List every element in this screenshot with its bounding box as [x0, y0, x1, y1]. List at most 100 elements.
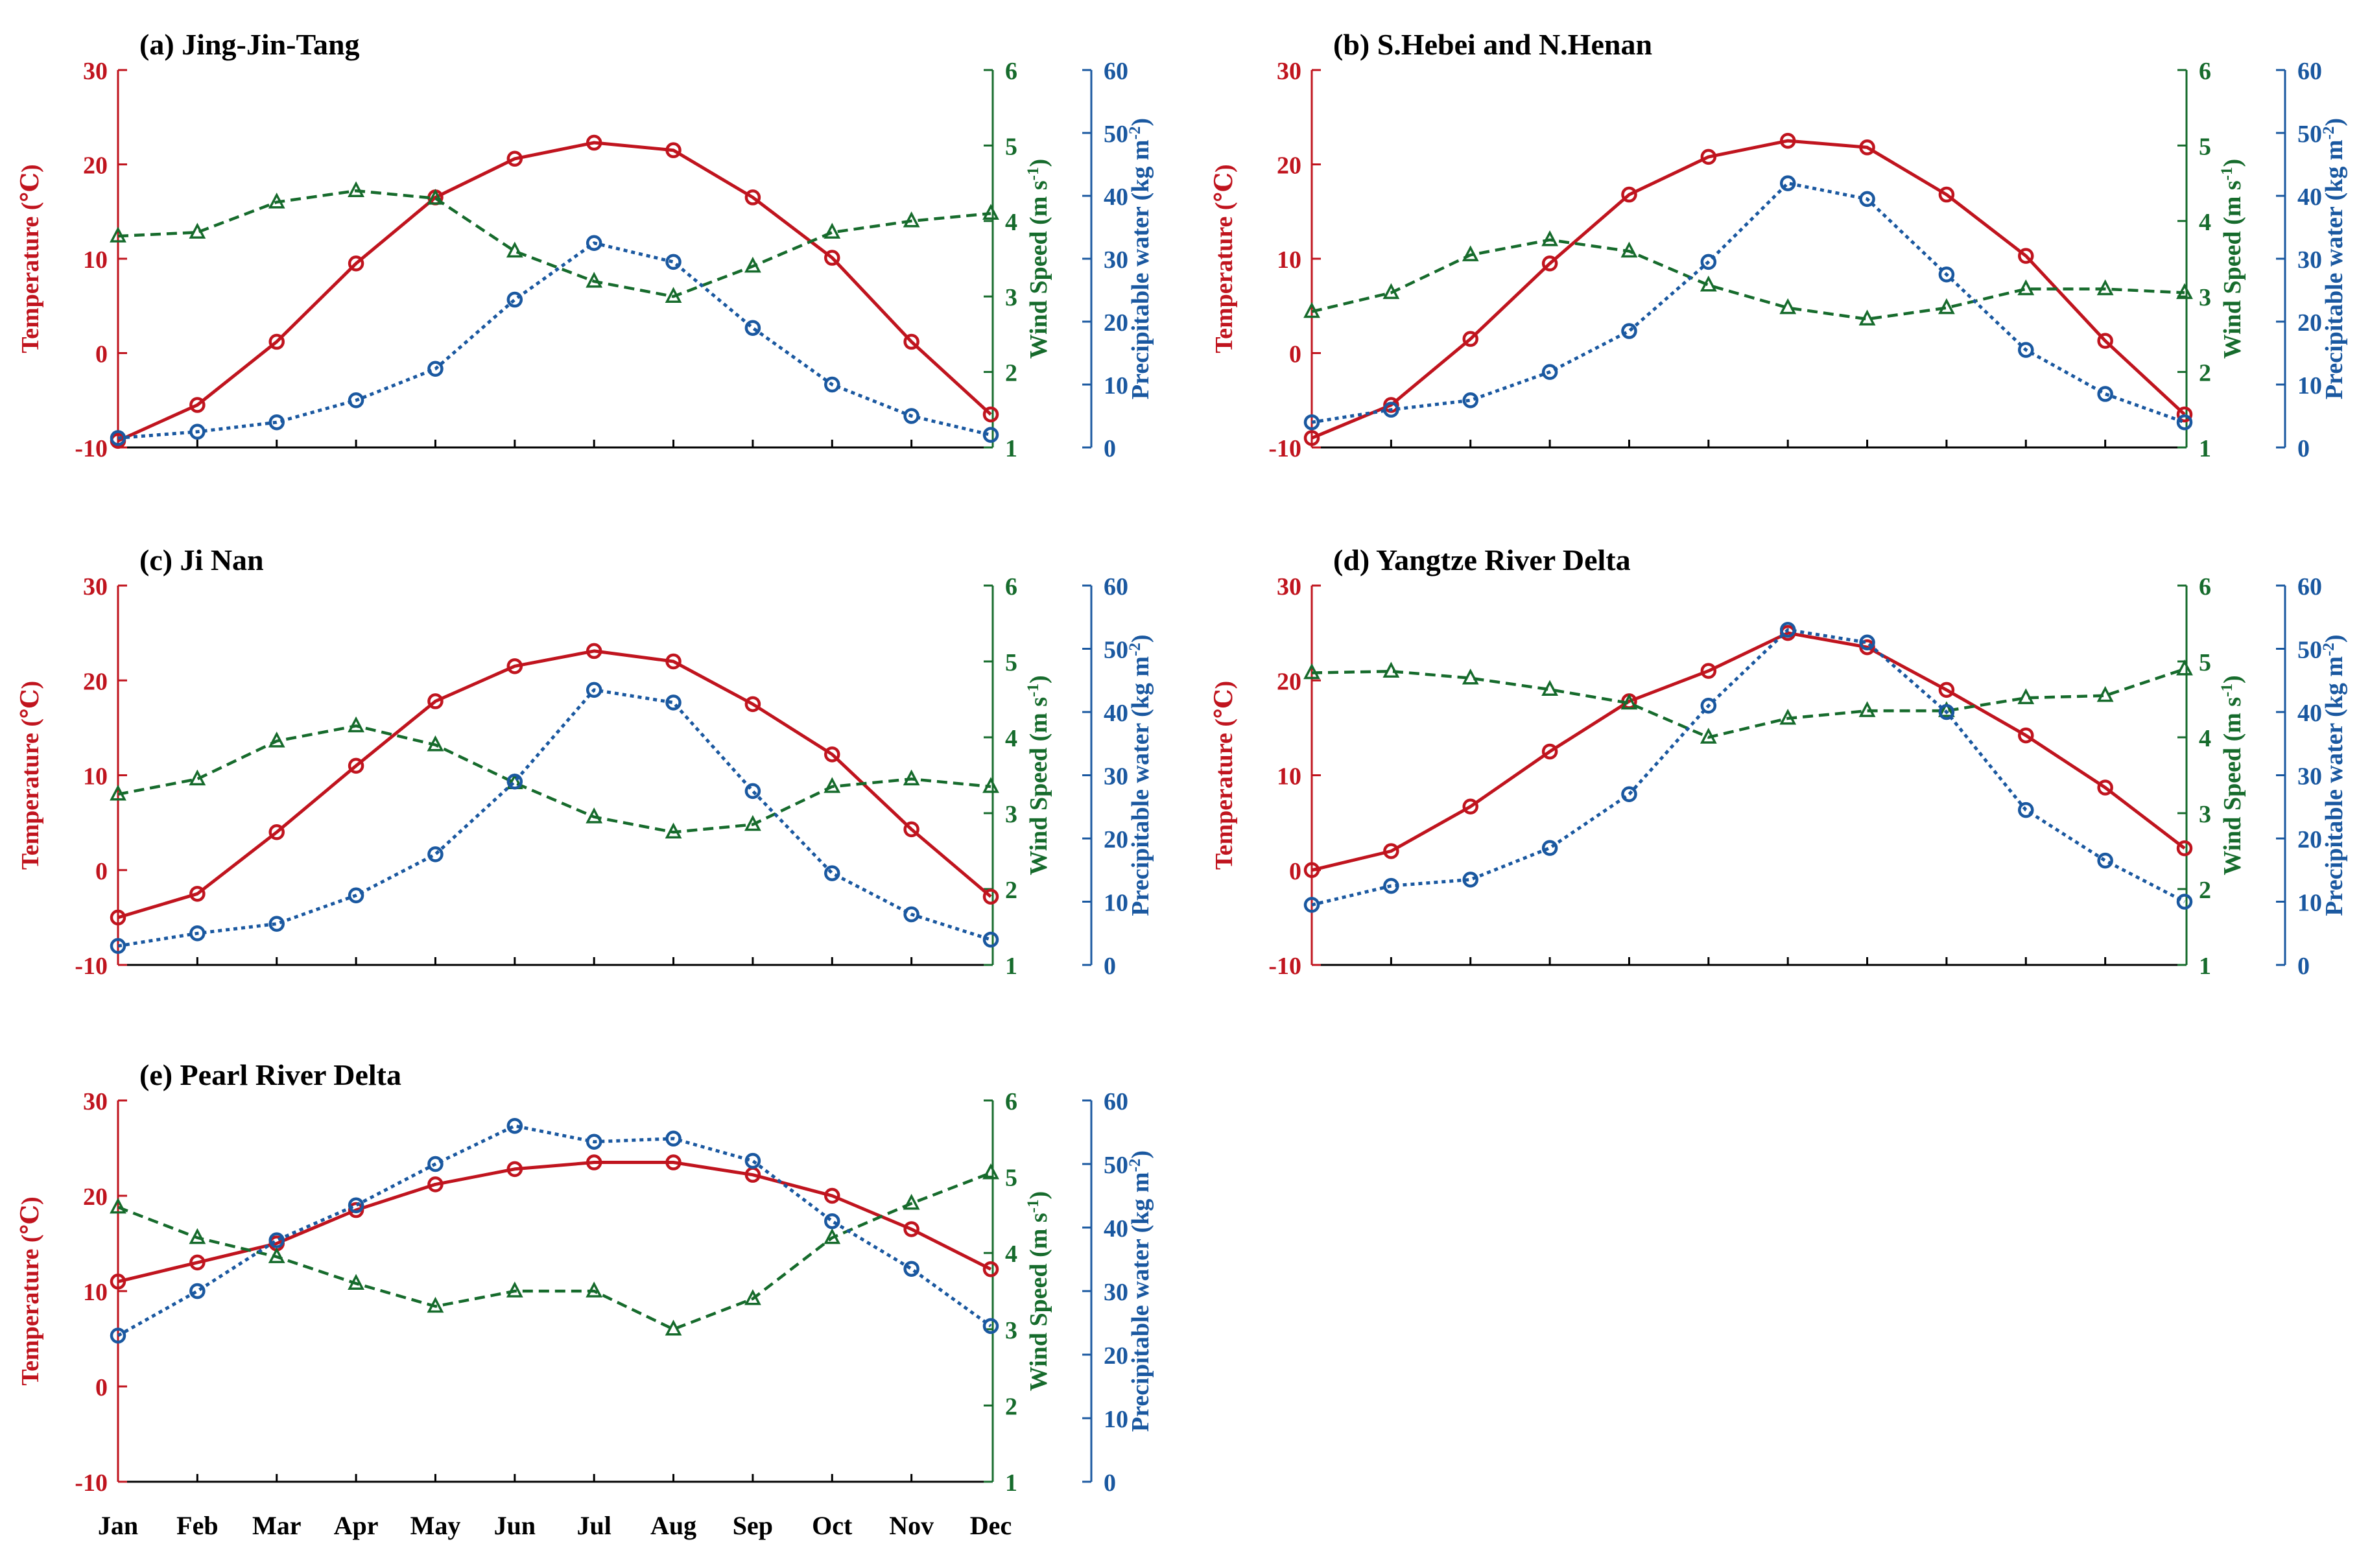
water-axis-label-part: ): [1127, 634, 1154, 643]
temperature-point: [2176, 406, 2193, 423]
wind-axis-label-part: ): [1025, 675, 1052, 683]
wind-axis-label: Wind Speed (m s-1): [2218, 675, 2247, 875]
wind-point: [1858, 309, 1876, 326]
water-point: [1303, 897, 1320, 913]
wind-tick-label: 4: [1005, 209, 1017, 236]
temperature-point: [427, 693, 444, 709]
wind-tick-label: 5: [1005, 649, 1017, 676]
wind-line: [117, 1171, 991, 1331]
water-point: [268, 1232, 285, 1248]
temperature-tick-label: -10: [75, 953, 108, 980]
wind-point: [903, 1194, 920, 1210]
wind-point: [2176, 659, 2193, 676]
water-tick-label: 20: [1104, 309, 1128, 337]
wind-tick-label: 3: [2199, 284, 2211, 311]
temperature-line: [117, 649, 992, 920]
temperature-point: [744, 696, 761, 713]
wind-tick-label: 4: [2199, 725, 2211, 752]
water-tick-label: 40: [1104, 184, 1128, 211]
water-axis-label: Precipitable water (kg m-2): [1126, 1150, 1155, 1432]
wind-point: [586, 1281, 603, 1298]
water-axis-label-part: ): [1127, 1150, 1154, 1159]
water-point: [744, 320, 761, 336]
water-point: [2018, 802, 2034, 818]
water-point: [348, 887, 364, 903]
wind-axis-label-part: ): [1025, 159, 1052, 167]
temperature-point: [1462, 798, 1478, 815]
wind-point: [189, 1228, 206, 1244]
panel-title: (c) Ji Nan: [139, 543, 264, 576]
water-point: [824, 865, 840, 881]
x-tick-label: Mar: [252, 1511, 302, 1540]
wind-point: [586, 807, 603, 824]
wind-point: [824, 222, 841, 239]
temperature-point: [2018, 248, 2034, 264]
wind-point: [1462, 668, 1479, 685]
x-tick-label: Aug: [650, 1511, 696, 1540]
temperature-tick-label: 10: [1277, 763, 1301, 790]
water-tick-label: 0: [1104, 953, 1116, 980]
wind-point: [110, 784, 126, 801]
temperature-point: [586, 643, 602, 659]
temperature-point: [506, 150, 523, 167]
water-point: [427, 1156, 444, 1172]
water-point: [744, 1152, 761, 1169]
wind-tick-label: 5: [1005, 133, 1017, 160]
water-axis-label-part: Precipitable water (kg m: [2321, 656, 2348, 916]
water-line: [1311, 182, 2185, 424]
wind-point: [586, 272, 603, 288]
temperature-point: [824, 746, 840, 763]
wind-point: [348, 716, 364, 733]
temperature-point: [903, 1221, 919, 1237]
temperature-tick-label: 30: [83, 1088, 108, 1115]
wind-point: [1303, 663, 1320, 680]
temperature-line: [117, 141, 992, 443]
water-tick-label: 10: [1104, 890, 1128, 917]
wind-point: [427, 1296, 444, 1313]
temperature-line: [1311, 631, 2186, 872]
water-line: [117, 1124, 992, 1337]
temperature-point: [1541, 743, 1558, 760]
water-point: [348, 392, 364, 409]
temperature-point: [1779, 132, 1796, 149]
water-point: [665, 254, 682, 270]
temperature-axis-label: Temperature (℃): [17, 164, 44, 353]
water-tick-label: 10: [1104, 372, 1128, 399]
temperature-point: [268, 824, 285, 840]
water-point: [1541, 364, 1558, 380]
temperature-tick-label: 20: [83, 152, 108, 180]
wind-tick-label: 6: [1005, 1088, 1017, 1115]
wind-tick-label: 2: [1005, 360, 1017, 387]
series-water: [110, 235, 999, 446]
temperature-point: [189, 886, 206, 902]
water-point: [427, 846, 444, 862]
water-point: [2097, 386, 2113, 402]
temperature-tick-label: -10: [1268, 953, 1301, 980]
wind-point: [1303, 302, 1320, 318]
water-tick-label: 20: [2297, 309, 2322, 337]
temperature-tick-label: 20: [83, 668, 108, 695]
water-point: [1462, 872, 1478, 888]
series-temperature: [110, 1154, 999, 1290]
wind-axis-label-part: ): [2219, 675, 2246, 683]
temperature-point: [586, 1154, 602, 1170]
wind-tick-label: 5: [1005, 1165, 1017, 1192]
wind-point: [2017, 688, 2035, 704]
wind-point: [1620, 241, 1638, 258]
temperature-point: [268, 333, 285, 350]
wind-point: [348, 181, 364, 197]
wind-point: [903, 211, 920, 228]
series-wind: [1303, 659, 2193, 744]
wind-tick-label: 1: [2199, 953, 2211, 980]
wind-axis-label: Wind Speed (m s-1): [2218, 159, 2247, 359]
water-point: [982, 427, 999, 443]
wind-point: [348, 1274, 364, 1290]
x-tick-label: Nov: [889, 1511, 934, 1540]
water-point: [744, 783, 761, 800]
temperature-point: [506, 1161, 523, 1178]
water-point: [268, 916, 285, 932]
temperature-tick-label: 10: [83, 246, 108, 274]
temperature-point: [1303, 862, 1320, 878]
wind-point: [982, 777, 999, 793]
water-axis-label-part: -2: [2320, 643, 2338, 656]
